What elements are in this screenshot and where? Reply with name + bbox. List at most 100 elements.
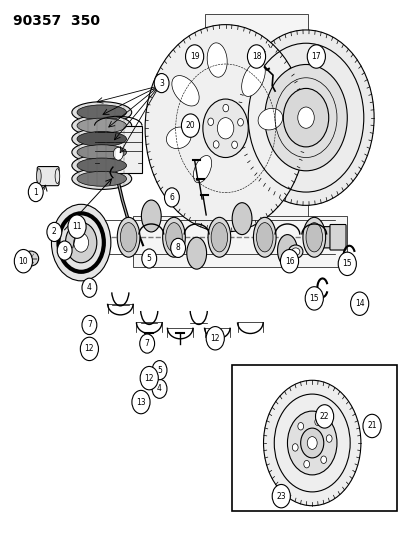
Ellipse shape <box>241 61 265 96</box>
Ellipse shape <box>77 158 126 173</box>
Ellipse shape <box>253 217 275 257</box>
Ellipse shape <box>211 223 227 252</box>
Circle shape <box>337 252 356 276</box>
Circle shape <box>213 141 218 148</box>
Ellipse shape <box>305 223 322 252</box>
Circle shape <box>237 118 243 126</box>
Circle shape <box>68 215 86 238</box>
Circle shape <box>304 287 323 310</box>
Bar <box>231 365 396 511</box>
Circle shape <box>287 411 336 475</box>
Circle shape <box>140 334 154 353</box>
Text: 3: 3 <box>159 78 164 87</box>
Text: 90357  350: 90357 350 <box>13 14 100 28</box>
Ellipse shape <box>36 168 41 183</box>
Circle shape <box>51 204 111 281</box>
Circle shape <box>47 222 62 241</box>
Circle shape <box>297 107 313 128</box>
Text: 14: 14 <box>354 299 363 308</box>
Text: 21: 21 <box>366 422 376 431</box>
Text: 12: 12 <box>144 374 154 383</box>
Circle shape <box>320 456 326 464</box>
Ellipse shape <box>232 203 252 235</box>
Circle shape <box>74 233 88 252</box>
Ellipse shape <box>302 217 325 257</box>
Text: 9: 9 <box>62 246 67 255</box>
Text: 5: 5 <box>147 254 151 263</box>
Text: 4: 4 <box>157 384 161 393</box>
Circle shape <box>28 182 43 201</box>
Text: 10: 10 <box>19 257 28 265</box>
Ellipse shape <box>162 217 185 257</box>
Circle shape <box>154 74 169 93</box>
Circle shape <box>202 99 248 158</box>
Ellipse shape <box>72 115 131 136</box>
Circle shape <box>350 292 368 316</box>
Text: 7: 7 <box>145 339 149 348</box>
Circle shape <box>300 428 323 458</box>
Ellipse shape <box>186 237 206 269</box>
Ellipse shape <box>72 142 131 163</box>
Circle shape <box>80 337 98 361</box>
Text: 13: 13 <box>136 398 145 407</box>
Circle shape <box>206 327 224 350</box>
Text: 6: 6 <box>169 193 174 202</box>
Circle shape <box>207 118 213 125</box>
Ellipse shape <box>117 217 140 257</box>
Circle shape <box>164 188 179 207</box>
Text: 1: 1 <box>33 188 38 197</box>
Circle shape <box>222 104 228 112</box>
Circle shape <box>82 316 97 335</box>
Circle shape <box>14 249 32 273</box>
Circle shape <box>140 367 158 390</box>
FancyBboxPatch shape <box>133 216 347 266</box>
Circle shape <box>280 249 298 273</box>
Circle shape <box>263 380 360 506</box>
FancyBboxPatch shape <box>37 166 59 185</box>
Circle shape <box>113 148 123 160</box>
Text: 15: 15 <box>342 260 351 268</box>
Text: 22: 22 <box>319 412 329 421</box>
Ellipse shape <box>77 118 126 133</box>
Circle shape <box>314 418 320 425</box>
Text: 17: 17 <box>311 52 320 61</box>
Ellipse shape <box>77 105 126 120</box>
Text: 7: 7 <box>87 320 92 329</box>
FancyBboxPatch shape <box>94 126 142 173</box>
Circle shape <box>237 30 373 205</box>
Text: 15: 15 <box>309 294 318 303</box>
Ellipse shape <box>120 223 137 252</box>
Ellipse shape <box>72 168 131 189</box>
Ellipse shape <box>193 156 211 183</box>
Circle shape <box>362 414 380 438</box>
Ellipse shape <box>206 43 227 77</box>
Ellipse shape <box>23 251 38 266</box>
Ellipse shape <box>166 127 190 149</box>
Ellipse shape <box>72 128 131 150</box>
Ellipse shape <box>207 217 230 257</box>
Text: 4: 4 <box>87 283 92 292</box>
Text: 18: 18 <box>251 52 261 61</box>
Text: 12: 12 <box>210 334 219 343</box>
Circle shape <box>145 25 305 232</box>
Circle shape <box>142 249 156 268</box>
Circle shape <box>231 141 237 149</box>
Ellipse shape <box>257 108 282 130</box>
FancyBboxPatch shape <box>321 227 341 248</box>
Ellipse shape <box>291 248 299 255</box>
Text: 12: 12 <box>84 344 94 353</box>
Text: 20: 20 <box>185 121 195 130</box>
Circle shape <box>315 405 333 428</box>
Text: 8: 8 <box>175 244 180 253</box>
Circle shape <box>247 45 265 68</box>
Ellipse shape <box>256 223 272 252</box>
Circle shape <box>170 238 185 257</box>
Ellipse shape <box>141 200 161 232</box>
Ellipse shape <box>77 145 126 160</box>
Ellipse shape <box>55 168 59 183</box>
Circle shape <box>65 222 97 263</box>
Circle shape <box>152 361 166 379</box>
Circle shape <box>152 379 166 398</box>
Circle shape <box>271 484 290 508</box>
Ellipse shape <box>288 245 302 259</box>
